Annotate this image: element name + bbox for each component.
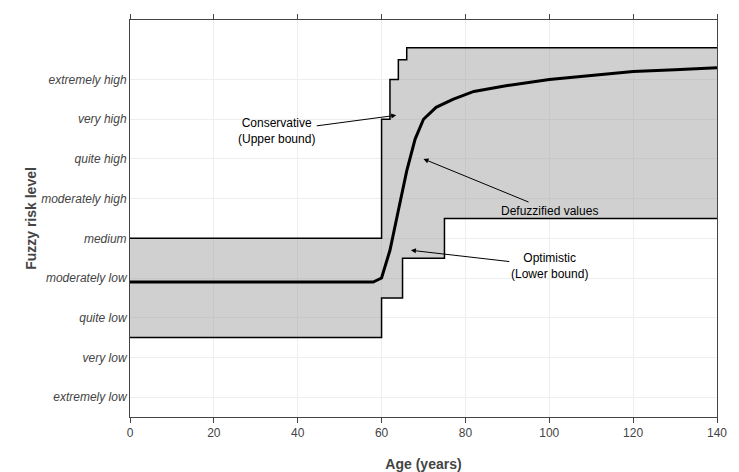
svg-text:Fuzzy risk level: Fuzzy risk level: [23, 167, 39, 270]
svg-text:0: 0: [127, 426, 134, 440]
svg-text:20: 20: [207, 426, 221, 440]
svg-text:40: 40: [291, 426, 305, 440]
svg-text:Age (years): Age (years): [385, 456, 461, 472]
svg-text:80: 80: [459, 426, 473, 440]
svg-text:100: 100: [539, 426, 559, 440]
svg-text:very low: very low: [83, 351, 128, 365]
svg-text:quite high: quite high: [75, 152, 127, 166]
svg-text:moderately low: moderately low: [46, 271, 128, 285]
svg-text:quite low: quite low: [79, 311, 128, 325]
svg-text:extremely low: extremely low: [53, 390, 128, 404]
svg-text:Defuzzified values: Defuzzified values: [501, 204, 598, 218]
svg-text:60: 60: [375, 426, 389, 440]
svg-text:Optimistic(Lower bound): Optimistic(Lower bound): [511, 251, 588, 281]
svg-text:medium: medium: [84, 232, 127, 246]
svg-text:very high: very high: [78, 112, 127, 126]
svg-text:moderately high: moderately high: [41, 192, 127, 206]
svg-text:Conservative(Upper bound): Conservative(Upper bound): [238, 116, 315, 146]
svg-text:extremely high: extremely high: [49, 73, 127, 87]
svg-text:140: 140: [707, 426, 727, 440]
svg-text:120: 120: [623, 426, 643, 440]
